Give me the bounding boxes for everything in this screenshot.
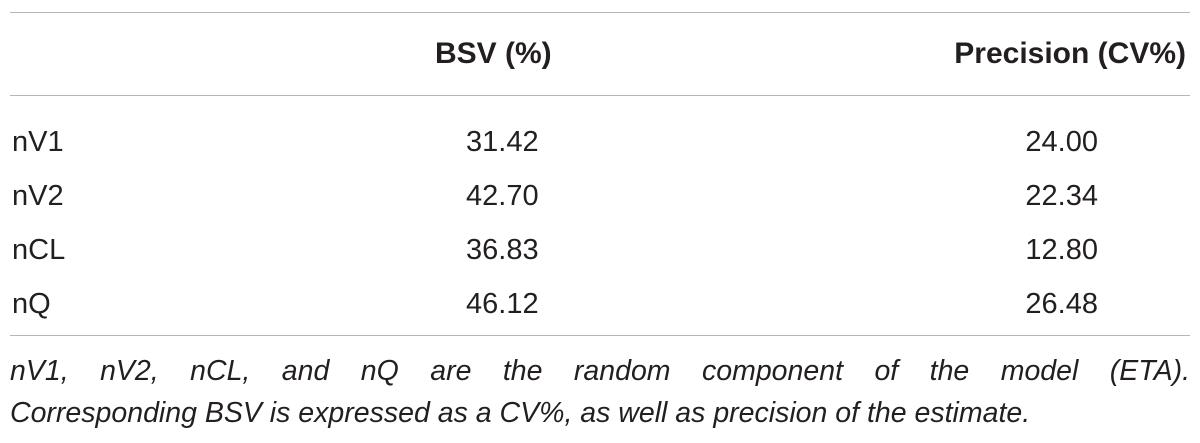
header-precision: Precision (CV%) bbox=[954, 36, 1186, 70]
bsv-value: 36.83 bbox=[466, 233, 539, 266]
header-bsv: BSV (%) bbox=[435, 36, 552, 70]
bsv-value: 31.42 bbox=[466, 125, 539, 158]
precision-value: 26.48 bbox=[1025, 287, 1098, 320]
row-label: nCL bbox=[12, 233, 66, 266]
header-rule bbox=[10, 95, 1190, 96]
row-label: nV2 bbox=[12, 179, 64, 212]
table-row: nQ 46.12 26.48 bbox=[10, 277, 1190, 331]
bsv-value: 46.12 bbox=[466, 287, 539, 320]
footnote-line-1: nV1, nV2, nCL, and nQ are the random com… bbox=[10, 355, 1190, 387]
data-table: BSV (%) Precision (CV%) nV1 31.42 24.00 … bbox=[10, 12, 1190, 331]
precision-value: 22.34 bbox=[1025, 179, 1098, 212]
table-footnote: nV1, nV2, nCL, and nQ are the random com… bbox=[10, 350, 1190, 434]
top-rule bbox=[10, 12, 1190, 13]
bsv-value: 42.70 bbox=[466, 179, 539, 212]
row-label: nQ bbox=[12, 287, 51, 320]
header-row: BSV (%) Precision (CV%) bbox=[10, 12, 1190, 95]
precision-value: 24.00 bbox=[1025, 125, 1098, 158]
table-row: nV1 31.42 24.00 bbox=[10, 95, 1190, 169]
footnote-line-2: Corresponding BSV is expressed as a CV%,… bbox=[10, 397, 1031, 429]
table-row: nCL 36.83 12.80 bbox=[10, 223, 1190, 277]
header-row-label bbox=[10, 12, 250, 95]
bottom-rule bbox=[10, 335, 1190, 336]
row-label: nV1 bbox=[12, 125, 64, 158]
precision-value: 12.80 bbox=[1025, 233, 1098, 266]
table-row: nV2 42.70 22.34 bbox=[10, 169, 1190, 223]
